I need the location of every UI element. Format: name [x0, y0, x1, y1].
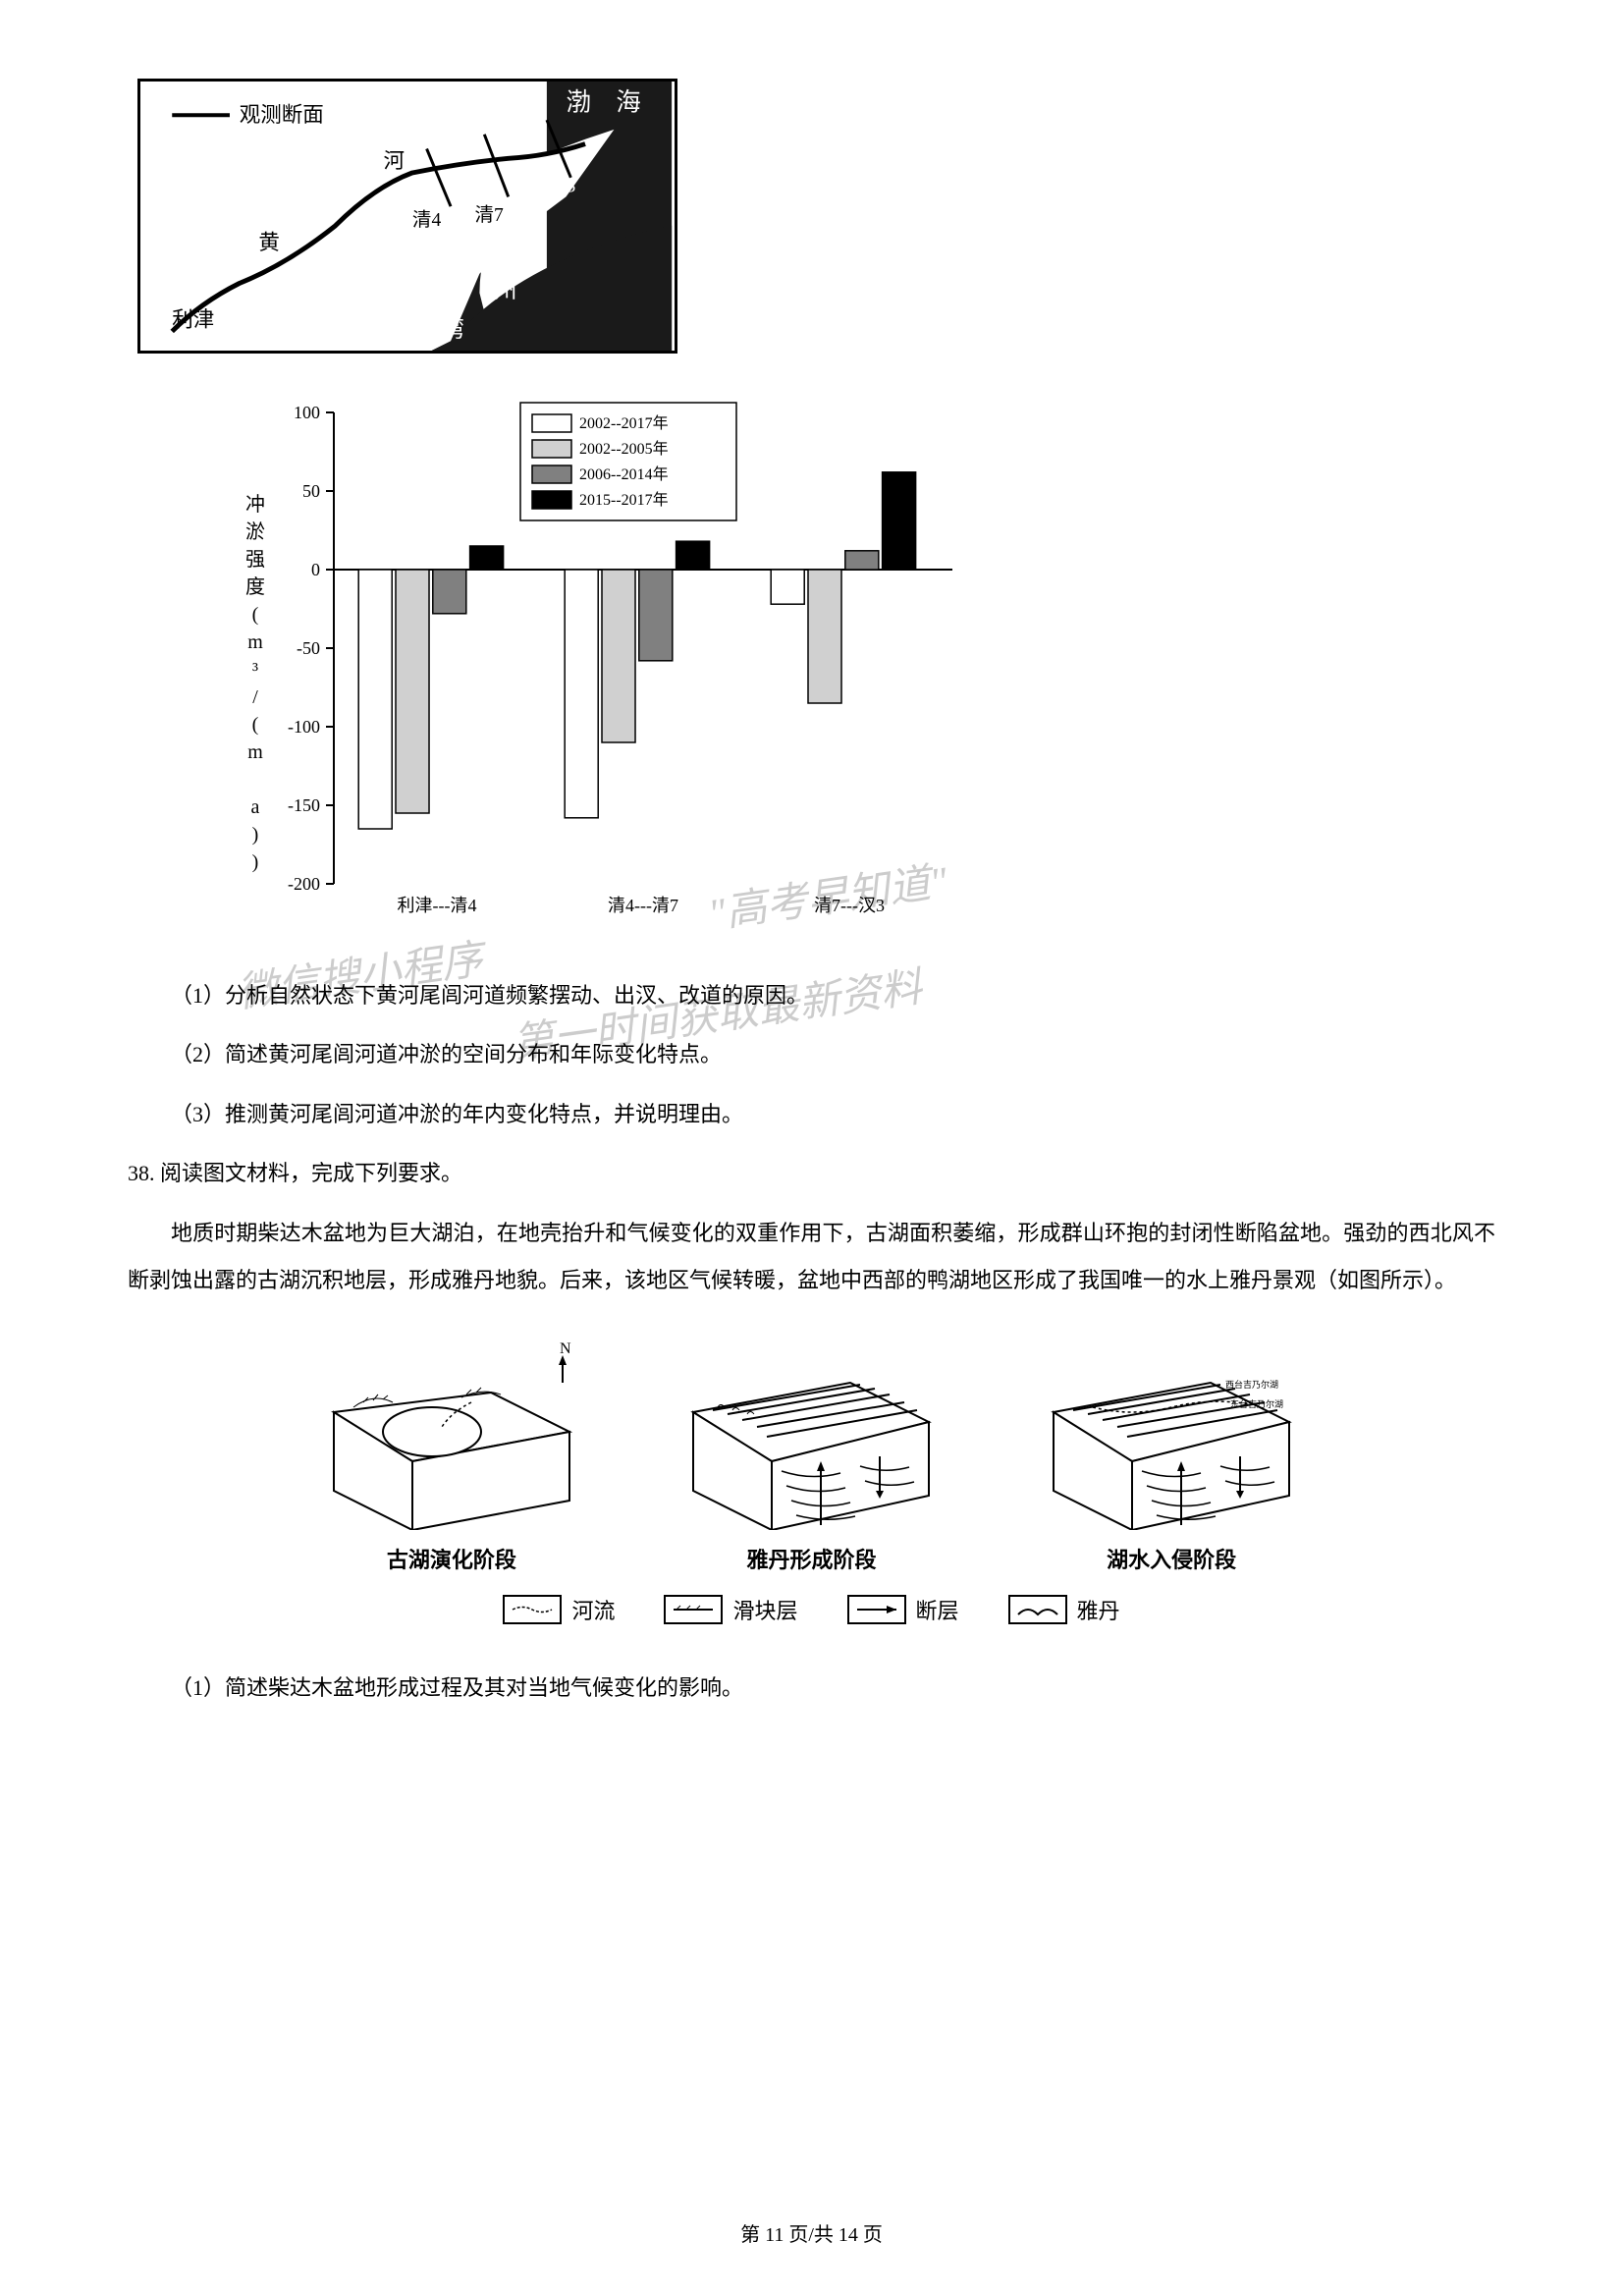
svg-text:³: ³ [252, 659, 258, 681]
svg-text:冲: 冲 [245, 493, 265, 516]
svg-text:/: / [252, 686, 258, 708]
label-dongtai: 东台吉乃尔湖 [1230, 1398, 1283, 1409]
question-38-1: （1）简述柴达木盆地形成过程及其对当地气候变化的影响。 [128, 1665, 1495, 1712]
label-lijin: 利津 [172, 308, 214, 332]
svg-text:-100: -100 [288, 717, 320, 737]
diagram-legend: 河流 滑块层 断层 雅丹 [128, 1594, 1495, 1625]
diagram-stage3: 西台吉乃尔湖 东台吉乃尔湖 湖水入侵阶段 [1034, 1334, 1309, 1574]
label-han3: 汊3 [547, 176, 576, 197]
label-bohai: 渤 海 [566, 87, 640, 116]
legend-text: 观测断面 [240, 103, 324, 127]
question-38: 38. 阅读图文材料，完成下列要求。 [128, 1150, 1495, 1197]
diagram2-svg [674, 1334, 948, 1530]
question-1: （1）分析自然状态下黄河尾闾河道频繁摆动、出汊、改道的原因。 [128, 972, 1495, 1019]
stage2-label: 雅丹形成阶段 [674, 1543, 948, 1574]
diagram-row: N 古湖演化阶段 雅丹形成阶段 [272, 1334, 1352, 1574]
legend-river: 河流 [503, 1594, 615, 1625]
legend-slide: 滑块层 [664, 1594, 797, 1625]
svg-text:2006--2014年: 2006--2014年 [579, 465, 669, 483]
bar-chart: -200 -150 -100 -50 0 50 100 冲淤强度 ( m ³ / ( m a)) 利津---… [226, 393, 972, 943]
svg-text:度: 度 [245, 575, 265, 598]
svg-text:清7---汊3: 清7---汊3 [814, 896, 885, 915]
label-he: 河 [384, 149, 406, 173]
svg-text:m: m [247, 741, 263, 763]
legend-slide-label: 滑块层 [732, 1594, 797, 1625]
stage1-label: 古湖演化阶段 [314, 1543, 589, 1574]
svg-text:清4---清7: 清4---清7 [608, 896, 678, 915]
svg-text:淤: 淤 [245, 520, 265, 543]
label-lai: 莱 [522, 244, 545, 270]
label-xitai: 西台吉乃尔湖 [1225, 1379, 1278, 1390]
stage3-label: 湖水入侵阶段 [1034, 1543, 1309, 1574]
svg-text:): ) [252, 851, 259, 873]
svg-text:(: ( [252, 604, 259, 626]
svg-text:-50: -50 [297, 638, 320, 658]
diagram-stage2: 雅丹形成阶段 [674, 1334, 948, 1574]
svg-text:0: 0 [311, 560, 320, 579]
diagram1-svg: N [314, 1334, 589, 1530]
diagram-stage1: N 古湖演化阶段 [314, 1334, 589, 1574]
svg-text:-150: -150 [288, 795, 320, 815]
svg-text:100: 100 [294, 403, 320, 422]
svg-text:a: a [251, 796, 260, 818]
question-3: （3）推测黄河尾闾河道冲淤的年内变化特点，并说明理由。 [128, 1091, 1495, 1138]
compass-n: N [560, 1340, 571, 1357]
svg-text:): ) [252, 824, 259, 846]
page-footer: 第 11 页/共 14 页 [0, 2218, 1623, 2247]
svg-text:m: m [247, 631, 263, 653]
svg-text:强: 强 [245, 549, 265, 571]
diagram3-svg: 西台吉乃尔湖 东台吉乃尔湖 [1034, 1334, 1309, 1530]
svg-text:(: ( [252, 714, 259, 736]
chart-svg: -200 -150 -100 -50 0 50 100 冲淤强度 ( m ³ / ( m a)) 利津---… [226, 393, 972, 943]
label-zhou: 州 [494, 278, 516, 303]
label-qing4: 清4 [412, 209, 442, 231]
svg-text:2015--2017年: 2015--2017年 [579, 491, 669, 509]
question-2: （2）简述黄河尾闾河道冲淤的空间分布和年际变化特点。 [128, 1031, 1495, 1078]
svg-text:2002--2017年: 2002--2017年 [579, 414, 669, 432]
svg-text:2002--2005年: 2002--2005年 [579, 440, 669, 458]
label-qing7: 清7 [475, 204, 505, 226]
legend-yadan-label: 雅丹 [1077, 1594, 1120, 1625]
svg-text:-200: -200 [288, 874, 320, 894]
question-38-para: 地质时期柴达木盆地为巨大湖泊，在地壳抬升和气候变化的双重作用下，古湖面积萎缩，形… [128, 1210, 1495, 1305]
svg-text:利津---清4: 利津---清4 [398, 896, 477, 915]
label-huang: 黄 [258, 231, 280, 254]
map-svg: 观测断面 渤 海 利津 黄 河 清4 清7 汊3 莱 州 湾 [140, 82, 675, 351]
legend-fault: 断层 [847, 1594, 959, 1625]
svg-text:50: 50 [302, 481, 320, 501]
legend-fault-label: 断层 [916, 1594, 959, 1625]
river-map: 观测断面 渤 海 利津 黄 河 清4 清7 汊3 莱 州 湾 [137, 79, 677, 354]
label-wan: 湾 [441, 315, 463, 342]
legend-yadan: 雅丹 [1008, 1594, 1120, 1625]
legend-river-label: 河流 [571, 1594, 615, 1625]
